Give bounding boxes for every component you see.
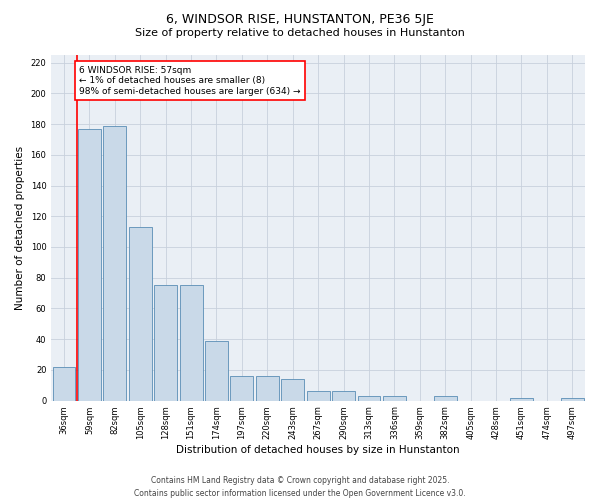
Bar: [103, 126, 126, 400]
Bar: [434, 396, 457, 400]
Text: Size of property relative to detached houses in Hunstanton: Size of property relative to detached ho…: [135, 28, 465, 38]
Bar: [510, 398, 533, 400]
Bar: [281, 379, 304, 400]
Bar: [230, 376, 253, 400]
Y-axis label: Number of detached properties: Number of detached properties: [15, 146, 25, 310]
Bar: [78, 128, 101, 400]
Bar: [129, 227, 152, 400]
Bar: [358, 396, 380, 400]
X-axis label: Distribution of detached houses by size in Hunstanton: Distribution of detached houses by size …: [176, 445, 460, 455]
Bar: [53, 367, 76, 400]
Text: Contains HM Land Registry data © Crown copyright and database right 2025.
Contai: Contains HM Land Registry data © Crown c…: [134, 476, 466, 498]
Bar: [561, 398, 584, 400]
Bar: [332, 392, 355, 400]
Bar: [256, 376, 279, 400]
Bar: [383, 396, 406, 400]
Bar: [154, 286, 177, 401]
Bar: [205, 340, 228, 400]
Bar: [307, 392, 329, 400]
Bar: [179, 286, 203, 401]
Text: 6 WINDSOR RISE: 57sqm
← 1% of detached houses are smaller (8)
98% of semi-detach: 6 WINDSOR RISE: 57sqm ← 1% of detached h…: [79, 66, 301, 96]
Text: 6, WINDSOR RISE, HUNSTANTON, PE36 5JE: 6, WINDSOR RISE, HUNSTANTON, PE36 5JE: [166, 12, 434, 26]
